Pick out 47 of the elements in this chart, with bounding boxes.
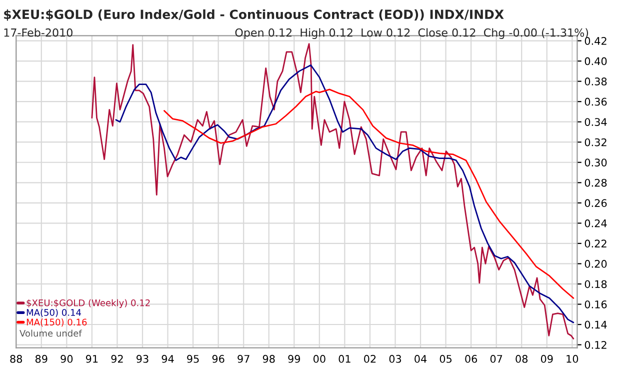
x-tick-label: 05 bbox=[440, 354, 452, 363]
x-tick-label: 99 bbox=[288, 354, 300, 363]
y-tick-label: 0.18 bbox=[584, 280, 607, 288]
y-tick-label: 0.30 bbox=[584, 158, 607, 166]
x-tick-label: 06 bbox=[465, 354, 478, 363]
x-tick-label: 10 bbox=[566, 354, 578, 363]
x-tick-label: 97 bbox=[238, 354, 250, 363]
x-tick-label: 03 bbox=[389, 354, 402, 363]
y-tick-label: 0.36 bbox=[584, 98, 607, 106]
x-tick-label: 95 bbox=[187, 354, 199, 363]
x-tick-label: 91 bbox=[86, 354, 98, 363]
chart-subtitle: 17-Feb-2010 bbox=[4, 28, 72, 37]
y-tick-label: 0.12 bbox=[584, 340, 606, 349]
y-tick-label: 0.28 bbox=[584, 178, 607, 187]
x-tick-label: 88 bbox=[10, 354, 22, 363]
x-tick-label: 96 bbox=[212, 354, 224, 363]
x-tick-label: 92 bbox=[111, 354, 123, 363]
y-tick-label: 0.34 bbox=[584, 118, 607, 126]
y-tick-label: 0.14 bbox=[584, 320, 607, 329]
x-tick-label: 98 bbox=[262, 354, 275, 363]
legend-label: MA(150) 0.16 bbox=[26, 318, 87, 327]
line-series bbox=[164, 88, 574, 299]
y-tick-label: 0.38 bbox=[584, 78, 607, 86]
x-tick-label: 00 bbox=[313, 354, 326, 363]
x-tick-label: 01 bbox=[338, 354, 350, 363]
x-tick-label: 04 bbox=[414, 354, 427, 363]
y-tick-label: 0.16 bbox=[584, 300, 607, 308]
x-tick-label: 02 bbox=[364, 354, 376, 363]
x-tick-label: 89 bbox=[35, 354, 48, 363]
y-tick-label: 0.32 bbox=[584, 138, 606, 146]
annotation: Volume undef bbox=[20, 330, 82, 337]
y-tick-label: 0.24 bbox=[584, 219, 607, 228]
y-tick-label: 0.20 bbox=[584, 260, 607, 268]
legend-label: $XEU:$GOLD (Weekly) 0.12 bbox=[26, 299, 150, 308]
y-tick-label: 0.40 bbox=[584, 57, 607, 66]
x-tick-label: 07 bbox=[490, 354, 502, 363]
x-tick-label: 08 bbox=[516, 354, 528, 363]
annotation: Open 0.12 High 0.12 Low 0.12 Close 0.12 Chg -0.00 (-1.31%) bbox=[235, 28, 588, 39]
x-tick-label: 94 bbox=[162, 354, 174, 363]
x-tick-label: 09 bbox=[540, 354, 553, 363]
chart-title: $XEU:$GOLD (Euro Index/Gold - Continuous Contract (EOD)) INDX/INDX bbox=[4, 9, 504, 21]
x-tick-label: 90 bbox=[60, 354, 73, 363]
y-tick-label: 0.42 bbox=[584, 37, 606, 45]
y-tick-label: 0.22 bbox=[584, 240, 606, 248]
y-tick-label: 0.26 bbox=[584, 199, 607, 208]
legend-label: MA(50) 0.14 bbox=[26, 308, 82, 317]
x-tick-label: 93 bbox=[136, 354, 148, 363]
